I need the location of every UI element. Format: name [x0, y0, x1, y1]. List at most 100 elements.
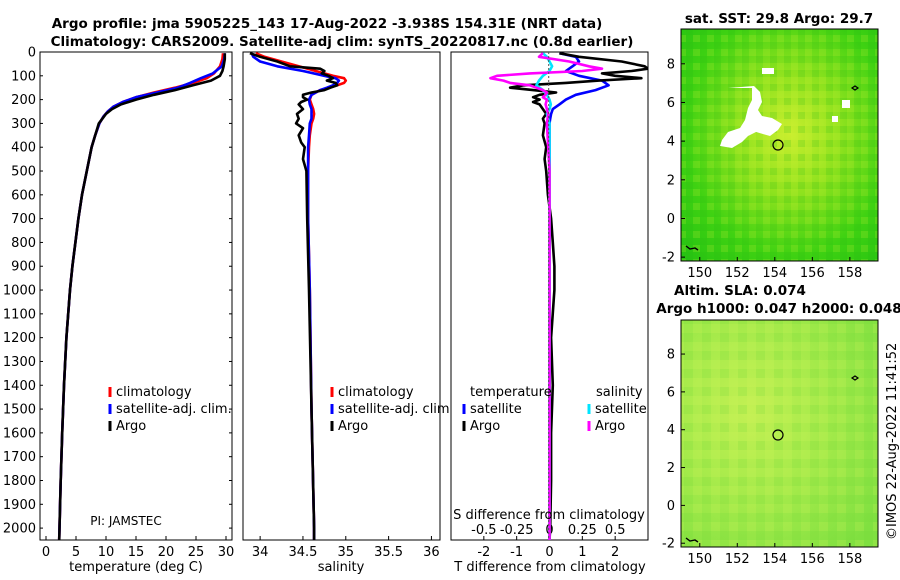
map-lon-tick-label: 158 [837, 552, 862, 567]
sst-map-coastline [685, 245, 699, 251]
temperature-tick-labels: 0 5 10 15 20 25 30 [42, 536, 234, 560]
temperature-tick-label: 30 [218, 545, 235, 560]
argo-position-marker [772, 139, 784, 151]
figure-title-line1: Argo profile: jma 5905225_143 17-Aug-202… [52, 16, 603, 32]
t-difference-tick-label: -2 [477, 545, 490, 560]
depth-tick-label: 1200 [3, 331, 36, 346]
map-lon-tick-label: 150 [687, 266, 712, 281]
t-difference-tick-label: -1 [510, 545, 523, 560]
temperature-panel: 0100200300400500600700800900100011001200… [3, 46, 648, 575]
sst-map-panel: sat. SST: 29.8 Argo: 29.7 150 152 154 156 15… [662, 11, 879, 281]
map-lon-tick-label: 152 [725, 266, 750, 281]
legend-title-salinity: salinity [596, 385, 643, 400]
sst-map-cloud-gap [744, 124, 750, 134]
map-lat-tick-label: 2 [667, 461, 675, 476]
salinity-axis-label: salinity [318, 560, 365, 575]
salinity-panel: 34 34.5 35 35.5 36 salinity climatology satel… [242, 51, 454, 575]
s-difference-tick-label: 0.5 [605, 523, 626, 538]
depth-tick-label: 0 [28, 46, 36, 61]
sla-map-coastline [685, 537, 699, 543]
imos-watermark: ©IMOS 22-Aug-2022 11:41:52 [885, 343, 900, 540]
sla-map-tick-labels: 150 152 154 156 158 -2 0 2 4 6 8 [662, 348, 862, 567]
s-difference-tick-label: -0.5 [471, 523, 496, 538]
map-lat-tick-label: -2 [662, 537, 675, 552]
map-lat-tick-label: 8 [667, 348, 675, 363]
depth-tick-label: 1000 [3, 284, 36, 299]
salinity-legend: climatology satellite-adj. clim. Argo [330, 385, 454, 434]
salinity-axes-box [242, 51, 441, 541]
sla-map-axes-box [680, 319, 879, 548]
map-lon-tick-label: 150 [687, 552, 712, 567]
map-lon-tick-label: 152 [725, 552, 750, 567]
sst-map-cloud-gap [720, 86, 782, 148]
sla-map-texture [681, 320, 878, 547]
map-lat-tick-label: 4 [667, 135, 675, 150]
map-lat-tick-label: 4 [667, 423, 675, 438]
map-lat-tick-label: 8 [667, 57, 675, 72]
depth-tick-label: 1300 [3, 355, 36, 370]
depth-tick-label: 400 [11, 141, 36, 156]
legend-entry: Argo [595, 419, 625, 434]
map-lon-tick-label: 154 [762, 266, 787, 281]
s-difference-axis-label: S difference from climatology [453, 508, 645, 523]
depth-tick-label: 1900 [3, 498, 36, 513]
difference-series [489, 52, 648, 540]
depth-tick-label: 700 [11, 212, 36, 227]
map-lat-tick-label: 0 [667, 499, 675, 514]
salinity-series [249, 51, 348, 540]
sst-map-cloud-gap [832, 116, 838, 122]
temperature-axis-label: temperature (deg C) [69, 560, 203, 575]
s-difference-tick-label: 0.25 [568, 523, 597, 538]
t-difference-tick-label: 1 [578, 545, 586, 560]
depth-tick-label: 1400 [3, 379, 36, 394]
map-lon-tick-label: 154 [762, 552, 787, 567]
temperature-tick-label: 10 [98, 545, 115, 560]
salinity-tick-label: 35.5 [374, 545, 403, 560]
depth-tick-label: 300 [11, 117, 36, 132]
sst-map-texture [681, 29, 878, 261]
depth-tick-label: 800 [11, 236, 36, 251]
legend-entry: satellite-adj. clim. [116, 402, 232, 417]
map-lon-tick-label: 156 [800, 266, 825, 281]
sst-map-tick-labels: 150 152 154 156 158 -2 0 2 4 6 8 [662, 57, 862, 281]
sst-map-cloud-gap [762, 68, 774, 74]
temperature-series [57, 53, 227, 541]
temperature-axes-box [39, 51, 233, 541]
depth-tick-label: 600 [11, 188, 36, 203]
series-line-t-argo [508, 52, 648, 540]
salinity-tick-label: 35 [338, 545, 355, 560]
salinity-tick-label: 36 [423, 545, 440, 560]
legend-entry: climatology [116, 385, 192, 400]
sst-map-axes-box [680, 28, 879, 262]
temperature-legend: climatology satellite-adj. clim. Argo [108, 385, 232, 434]
sst-map-coastline [850, 85, 860, 91]
legend-entry: Argo [470, 419, 500, 434]
sst-map-title: sat. SST: 29.8 Argo: 29.7 [685, 11, 873, 27]
t-difference-tick-label: 2 [611, 545, 619, 560]
sla-map-coastline [850, 375, 860, 381]
temperature-tick-label: 25 [188, 545, 205, 560]
argo-position-marker [772, 429, 784, 441]
legend-entry: Argo [116, 419, 146, 434]
sla-map-title: Altim. SLA: 0.074 [674, 283, 806, 299]
legend-entry: satellite [595, 402, 647, 417]
map-lat-tick-label: 0 [667, 212, 675, 227]
map-lat-tick-label: 6 [667, 96, 675, 111]
legend-entry: Argo [338, 419, 368, 434]
series-line-argo [249, 51, 339, 540]
temperature-tick-label: 20 [158, 545, 175, 560]
temperature-tick-label: 15 [128, 545, 145, 560]
map-lat-tick-label: 6 [667, 385, 675, 400]
map-lon-tick-label: 156 [800, 552, 825, 567]
sla-map-panel: Altim. SLA: 0.074 Argo h1000: 0.047 h200… [656, 283, 900, 567]
figure-title-line2: Climatology: CARS2009. Satellite-adj cli… [51, 34, 634, 50]
depth-tick-label: 1100 [3, 307, 36, 322]
map-lat-tick-label: 2 [667, 173, 675, 188]
legend-entry: satellite [470, 402, 522, 417]
legend-entry: satellite-adj. clim. [338, 402, 454, 417]
legend-entry: climatology [338, 385, 414, 400]
depth-tick-label: 1800 [3, 474, 36, 489]
sla-map-subtitle: Argo h1000: 0.047 h2000: 0.048 [656, 301, 900, 317]
depth-tick-label: 500 [11, 165, 36, 180]
